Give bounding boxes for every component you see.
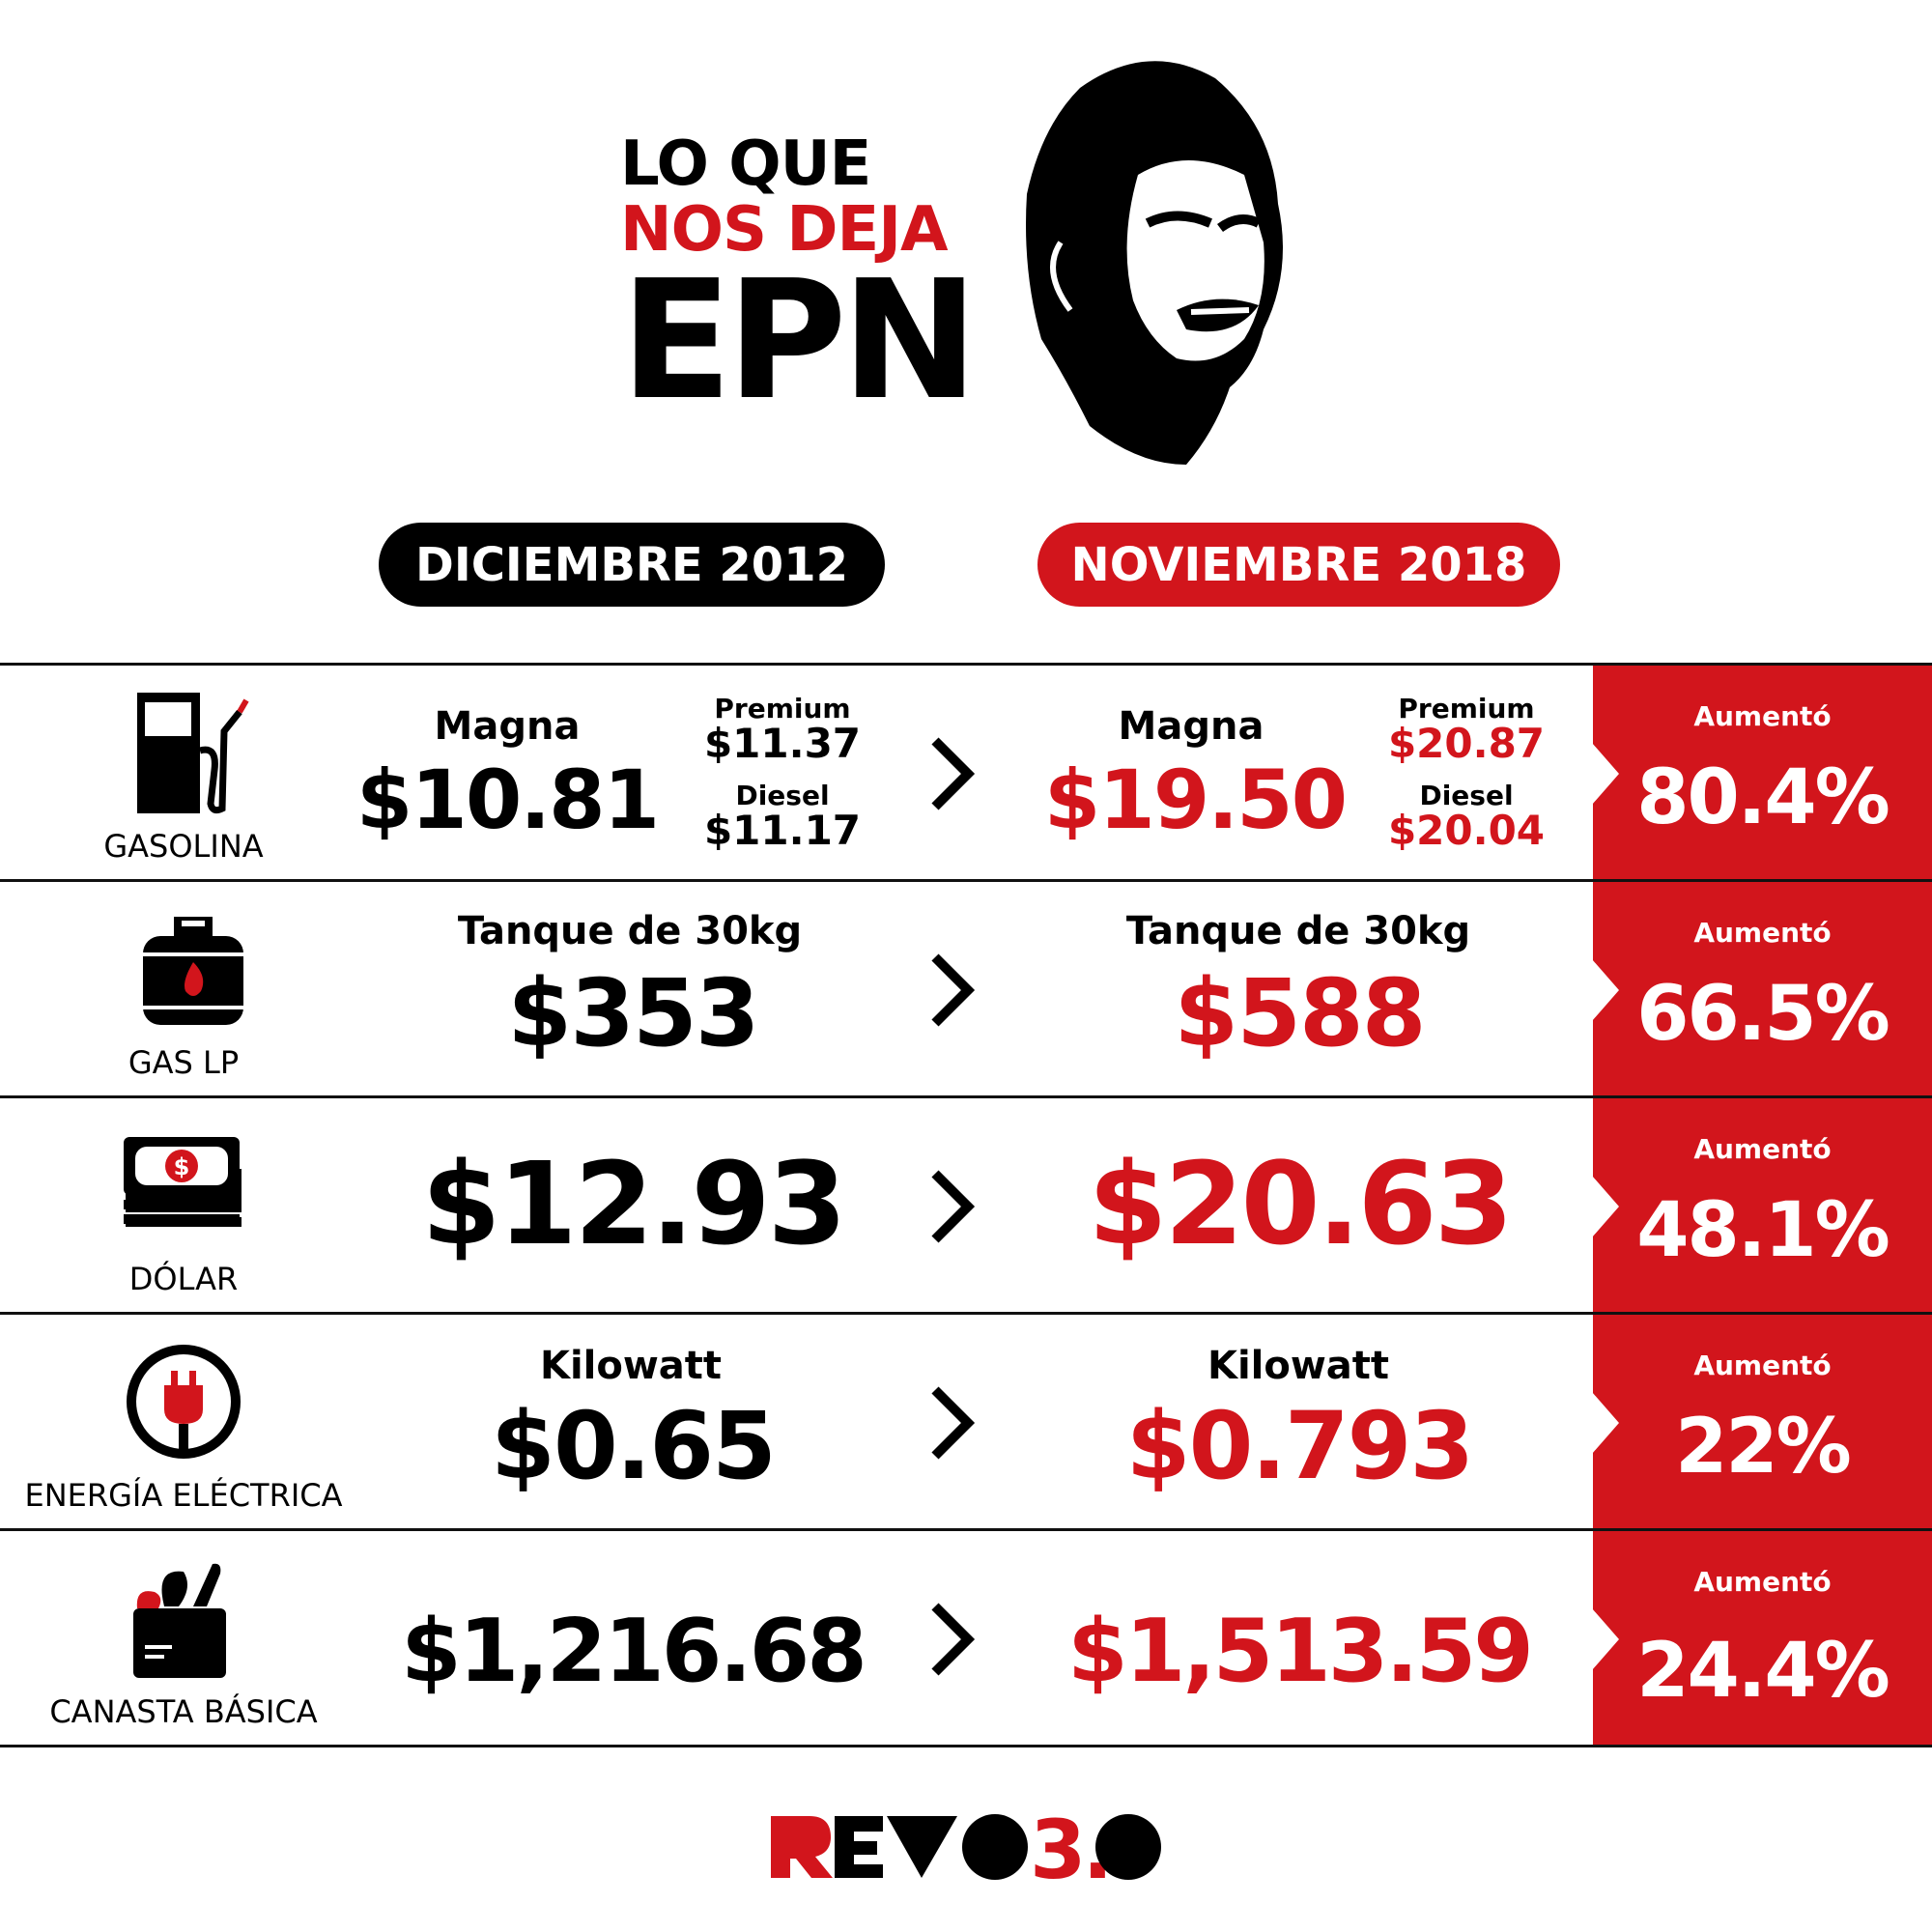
chevron-right-icon bbox=[931, 737, 976, 810]
chevron-right-icon bbox=[931, 1603, 976, 1676]
svg-text:$: $ bbox=[174, 1153, 190, 1180]
increase-box: Aumentó 48.1% bbox=[1592, 1098, 1932, 1312]
period-after-pill: NOVIEMBRE 2018 bbox=[1037, 523, 1560, 607]
row-energia: ENERGÍA ELÉCTRICA Kilowatt $0.65 Kilowat… bbox=[0, 1312, 1932, 1528]
row-dolar: $ DÓLAR $12.93 $20.63 Aumentó 48.1% bbox=[0, 1095, 1932, 1312]
increase-value: 22% bbox=[1675, 1404, 1852, 1491]
increase-value: 48.1% bbox=[1636, 1187, 1890, 1274]
kilowatt-label-after: Kilowatt bbox=[1207, 1344, 1390, 1388]
increase-box: Aumentó 66.5% bbox=[1592, 882, 1932, 1095]
title-line-1: LO QUE bbox=[620, 128, 871, 200]
dollar-bill-icon: $ bbox=[124, 1137, 240, 1224]
tank-label-before: Tanque de 30kg bbox=[457, 909, 803, 953]
premium-label-after: Premium bbox=[1398, 693, 1535, 724]
increase-label: Aumentó bbox=[1693, 1133, 1832, 1165]
increase-label: Aumentó bbox=[1693, 917, 1832, 949]
magna-price-before: $10.81 bbox=[355, 753, 660, 847]
tank-label-after: Tanque de 30kg bbox=[1125, 909, 1471, 953]
premium-label-before: Premium bbox=[714, 693, 851, 724]
grocery-bag-icon bbox=[133, 1563, 226, 1678]
magna-price-after: $19.50 bbox=[1043, 753, 1348, 847]
premium-price-after: $20.87 bbox=[1387, 720, 1546, 767]
title-line-2: NOS DEJA bbox=[620, 194, 949, 266]
magna-label-before: Magna bbox=[434, 704, 581, 749]
row-label: CANASTA BÁSICA bbox=[49, 1693, 318, 1730]
gas-pump-icon bbox=[137, 693, 249, 814]
dollar-price-after: $20.63 bbox=[1088, 1137, 1513, 1270]
portrait-illustration bbox=[1026, 61, 1283, 465]
increase-value: 80.4% bbox=[1636, 754, 1890, 841]
diesel-label-after: Diesel bbox=[1419, 780, 1514, 811]
dollar-price-before: $12.93 bbox=[421, 1137, 846, 1270]
gas-tank-icon bbox=[143, 917, 243, 1025]
row-label: GAS LP bbox=[128, 1044, 240, 1081]
chevron-right-icon bbox=[931, 1386, 976, 1460]
increase-value: 24.4% bbox=[1636, 1628, 1890, 1715]
title-line-3: EPN bbox=[620, 245, 979, 437]
canasta-price-before: $1,216.68 bbox=[401, 1601, 867, 1702]
row-canasta: CANASTA BÁSICA $1,216.68 $1,513.59 Aumen… bbox=[0, 1528, 1932, 1747]
premium-price-before: $11.37 bbox=[703, 720, 862, 767]
increase-box: Aumentó 80.4% bbox=[1592, 666, 1932, 879]
increase-box: Aumentó 22% bbox=[1592, 1315, 1932, 1528]
row-gasolina: GASOLINA Magna $10.81 Premium $11.37 Die… bbox=[0, 663, 1932, 879]
row-label: ENERGÍA ELÉCTRICA bbox=[24, 1477, 343, 1514]
row-label: DÓLAR bbox=[128, 1261, 239, 1297]
period-before-pill: DICIEMBRE 2012 bbox=[379, 523, 885, 607]
row-gas-lp: GAS LP Tanque de 30kg $353 Tanque de 30k… bbox=[0, 879, 1932, 1095]
increase-value: 66.5% bbox=[1636, 971, 1890, 1058]
revo-logo: 3. bbox=[771, 1814, 1161, 1880]
tank-price-after: $588 bbox=[1174, 959, 1426, 1067]
increase-box: Aumentó 24.4% bbox=[1592, 1531, 1932, 1745]
chevron-right-icon bbox=[931, 1170, 976, 1243]
power-plug-icon bbox=[127, 1345, 241, 1459]
kilowatt-price-after: $0.793 bbox=[1125, 1392, 1474, 1500]
tank-price-before: $353 bbox=[507, 959, 759, 1067]
chevron-right-icon bbox=[931, 953, 976, 1027]
kilowatt-price-before: $0.65 bbox=[491, 1392, 777, 1500]
increase-label: Aumentó bbox=[1693, 1566, 1832, 1598]
increase-label: Aumentó bbox=[1693, 1350, 1832, 1381]
kilowatt-label-before: Kilowatt bbox=[539, 1344, 723, 1388]
diesel-price-before: $11.17 bbox=[703, 807, 862, 854]
row-label: GASOLINA bbox=[103, 828, 264, 865]
diesel-price-after: $20.04 bbox=[1387, 807, 1546, 854]
increase-label: Aumentó bbox=[1693, 700, 1832, 732]
magna-label-after: Magna bbox=[1118, 704, 1264, 749]
diesel-label-before: Diesel bbox=[735, 780, 830, 811]
canasta-price-after: $1,513.59 bbox=[1067, 1601, 1534, 1702]
